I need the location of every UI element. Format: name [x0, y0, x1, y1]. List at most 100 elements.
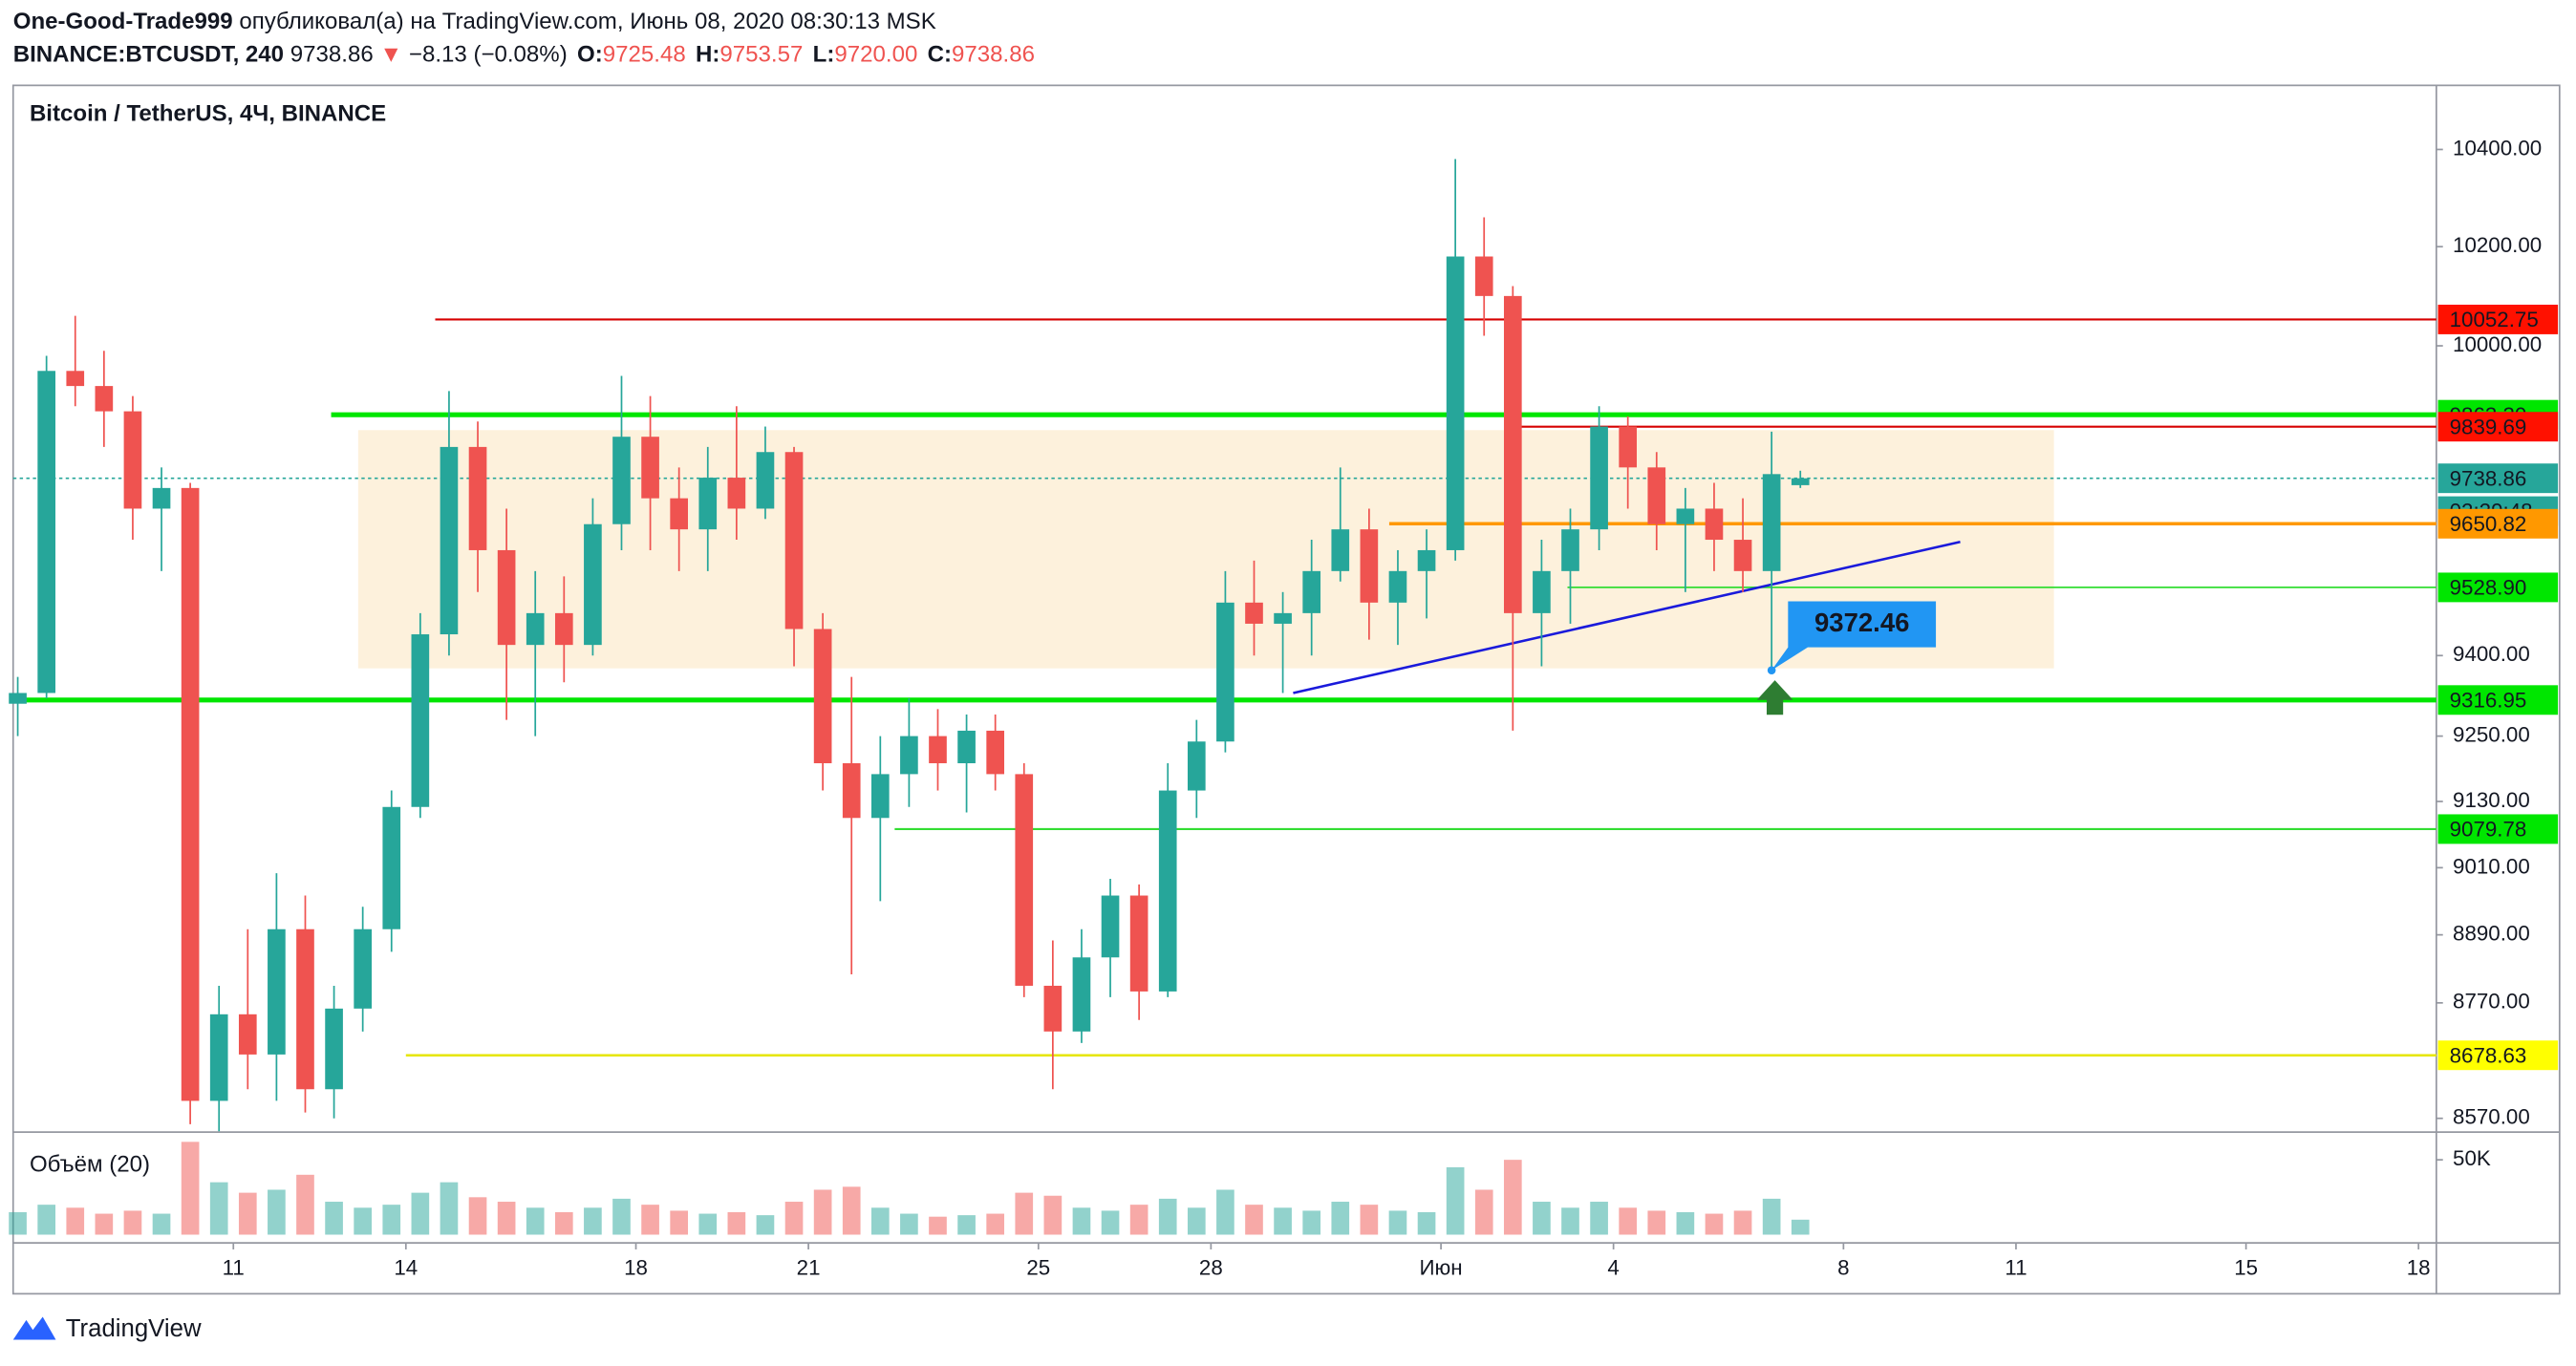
chart-title: Bitcoin / TetherUS, 4Ч, BINANCE: [30, 101, 386, 127]
price-label: 9528.90: [2450, 576, 2527, 600]
candle-body: [1360, 529, 1379, 603]
candle-body: [1561, 529, 1579, 571]
candle-body: [1388, 570, 1407, 603]
candle-body: [1474, 256, 1493, 296]
volume-bar: [1647, 1210, 1666, 1235]
volume-bar: [238, 1192, 257, 1235]
x-tick-label: Июн: [1420, 1256, 1463, 1280]
candle-body: [612, 437, 631, 524]
ohlc-key: L:: [813, 42, 835, 68]
volume-bar: [497, 1202, 516, 1235]
volume-bar: [584, 1207, 602, 1235]
volume-bar: [1187, 1207, 1206, 1235]
volume-bar: [900, 1213, 918, 1235]
price-label: 8678.63: [2450, 1043, 2527, 1067]
volume-bar: [95, 1213, 114, 1235]
brand[interactable]: TradingView: [66, 1315, 202, 1342]
volume-bar: [181, 1142, 200, 1235]
plot: 10400.00 10200.00 10000.00 9400.00 9250.00 91…: [9, 136, 2559, 1280]
y-tick-label: 9250.00: [2453, 722, 2530, 746]
ohlc-value: 9725.48: [603, 42, 686, 68]
ohlc-key: H:: [696, 42, 719, 68]
candle-body: [1446, 256, 1465, 550]
volume-bar: [1245, 1205, 1263, 1235]
volume-bar: [37, 1205, 55, 1235]
volume-bar: [468, 1197, 487, 1235]
volume-bar: [9, 1211, 27, 1235]
volume-bar: [1705, 1213, 1724, 1235]
author[interactable]: One-Good-Trade999: [13, 9, 233, 34]
price-label: 9079.78: [2450, 818, 2527, 842]
y-tick-label: 9130.00: [2453, 788, 2530, 812]
candle-body: [440, 446, 459, 635]
volume-bar: [957, 1215, 976, 1235]
x-tick-label: 28: [1199, 1256, 1223, 1280]
volume-bar: [1216, 1189, 1234, 1235]
y-tick-label: 8770.00: [2453, 990, 2530, 1014]
candle-body: [957, 730, 976, 763]
volume-bar: [1762, 1198, 1781, 1235]
candle-body: [1619, 426, 1638, 468]
arrow: ▼: [379, 42, 402, 68]
price-label-box: [2437, 304, 2559, 334]
candle-body: [784, 452, 804, 630]
volume-bar: [152, 1213, 171, 1235]
volume-bar: [411, 1192, 430, 1235]
candle-body: [1331, 529, 1350, 571]
candle-body: [698, 478, 718, 530]
arrow-up: [1756, 680, 1793, 715]
candle-body: [123, 411, 142, 509]
volume-bar: [727, 1211, 746, 1235]
y-tick-label: 8890.00: [2453, 922, 2530, 946]
candle-body: [842, 762, 861, 819]
header-line-1: One-Good-Trade999 опубликовал(а) на Trad…: [13, 9, 936, 34]
volume-bar: [870, 1207, 890, 1235]
x-tick-label: 11: [223, 1256, 245, 1280]
price-label: 10052.75: [2450, 308, 2539, 331]
y-tick-label: 10400.00: [2453, 136, 2542, 160]
candle-body: [1533, 570, 1551, 613]
candle-body: [238, 1014, 257, 1055]
callout-box: [1771, 601, 1937, 671]
volume-bar: [756, 1215, 775, 1235]
price-label-box: [2437, 1040, 2559, 1071]
change: −8.13 (−0.08%): [409, 42, 568, 68]
logo[interactable]: TradingView: [12, 1315, 202, 1342]
price-label-box: [2437, 685, 2559, 715]
candle-body: [1503, 295, 1522, 613]
price-label-box: [2437, 508, 2559, 539]
volume-bar: [784, 1202, 804, 1235]
candle-body: [1762, 474, 1781, 571]
ohlc-key: O:: [577, 42, 603, 68]
volume-bar: [1561, 1207, 1579, 1235]
volume-bar: [1360, 1205, 1379, 1235]
volume-bar: [1590, 1202, 1608, 1235]
price-label: 9839.69: [2450, 415, 2527, 438]
candle-body: [870, 774, 890, 819]
y-tick-label: 9010.00: [2453, 854, 2530, 878]
volume-bar: [354, 1207, 372, 1235]
frame: [11, 84, 2561, 1295]
volume-bar: [526, 1207, 545, 1235]
candle-body: [1590, 426, 1608, 530]
candle-body: [411, 634, 430, 807]
volume-bar: [268, 1189, 286, 1235]
volume-title: Объём (20): [30, 1152, 150, 1178]
volume-bar: [1302, 1210, 1321, 1235]
volume-bar: [1274, 1207, 1292, 1235]
candle-body: [813, 629, 832, 763]
candle-body: [1733, 540, 1752, 571]
price-label: 9316.95: [2450, 688, 2527, 712]
x-tick-label: 11: [2005, 1256, 2027, 1280]
volume-bar: [1043, 1195, 1063, 1235]
volume-bar: [1331, 1202, 1350, 1235]
candle-body: [1072, 957, 1091, 1032]
candle-body: [1129, 895, 1148, 992]
volume-tick-label: 50K: [2453, 1146, 2491, 1170]
ohlc-value: 9738.86: [952, 42, 1035, 68]
volume-bar: [325, 1202, 343, 1235]
candle-body: [1015, 774, 1034, 986]
candle-body: [66, 371, 85, 387]
